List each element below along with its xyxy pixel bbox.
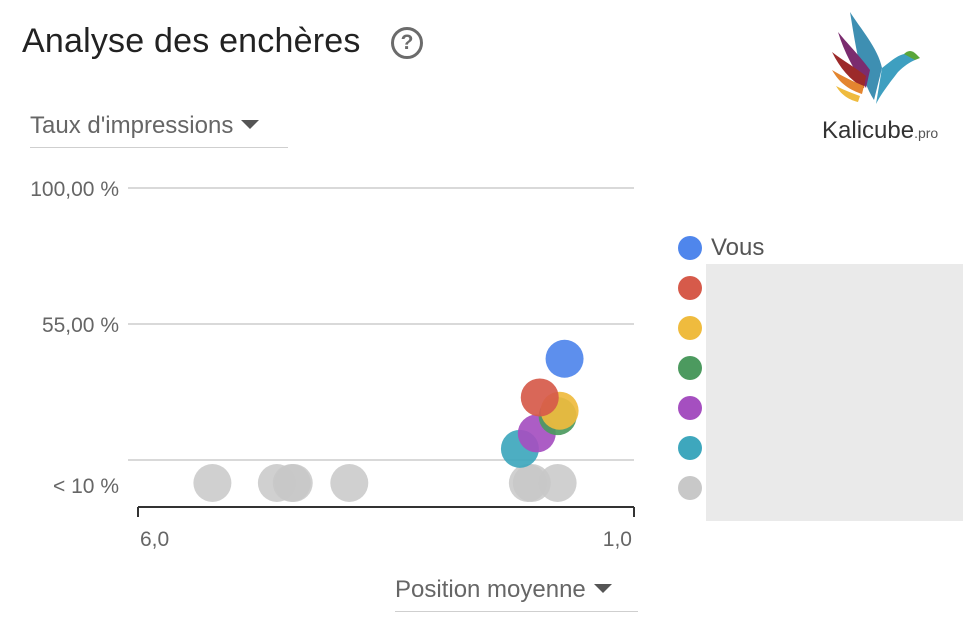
x-axis-dropdown[interactable]: Position moyenne — [395, 576, 638, 612]
legend-item[interactable] — [678, 308, 764, 348]
data-point[interactable] — [520, 378, 559, 417]
dropdown-arrow-icon — [241, 120, 260, 130]
redacted-legend-area — [706, 264, 963, 521]
legend-item[interactable] — [678, 428, 764, 468]
x-tick-label: 1,0 — [603, 528, 632, 551]
gridlines — [128, 187, 634, 461]
y-tick-label: 55,00 % — [42, 314, 119, 337]
legend-swatch — [678, 436, 702, 460]
tick-labels: 100,00 % 55,00 % < 10 % 6,0 1,0 — [30, 178, 632, 551]
help-icon[interactable]: ? — [391, 27, 423, 59]
legend-swatch — [678, 396, 702, 420]
legend-item[interactable] — [678, 468, 764, 508]
page-title: Analyse des enchères — [22, 22, 361, 60]
legend-item[interactable] — [678, 348, 764, 388]
metric-dropdown-label: Taux d'impressions — [30, 112, 234, 139]
x-axis — [137, 506, 635, 517]
y-tick-label: < 10 % — [53, 475, 119, 498]
kalicube-logo — [820, 8, 940, 148]
legend-item[interactable] — [678, 268, 764, 308]
dropdown-arrow-icon — [593, 584, 612, 594]
logo-name: Kalicube — [822, 117, 915, 144]
data-point[interactable] — [330, 464, 369, 502]
data-points — [193, 339, 584, 502]
data-point[interactable] — [193, 464, 232, 502]
bird-logo-icon — [832, 12, 920, 104]
legend-item[interactable]: Vous — [678, 228, 764, 268]
logo-text: Kalicube.pro — [822, 117, 938, 145]
legend-swatch — [678, 236, 702, 260]
legend-label: Vous — [711, 234, 765, 261]
data-point[interactable] — [538, 464, 577, 502]
y-tick-label: 100,00 % — [30, 178, 119, 201]
x-axis-dropdown-label: Position moyenne — [395, 576, 586, 603]
legend-swatch — [678, 356, 702, 380]
legend-swatch — [678, 276, 702, 300]
x-tick-label: 6,0 — [140, 528, 169, 551]
logo-suffix: .pro — [914, 125, 939, 141]
chart-legend: Vous — [678, 228, 764, 508]
legend-item[interactable] — [678, 388, 764, 428]
legend-swatch — [678, 316, 702, 340]
metric-dropdown[interactable]: Taux d'impressions — [30, 112, 288, 148]
data-point[interactable] — [274, 464, 313, 502]
data-point[interactable] — [545, 339, 584, 378]
legend-swatch — [678, 476, 702, 500]
